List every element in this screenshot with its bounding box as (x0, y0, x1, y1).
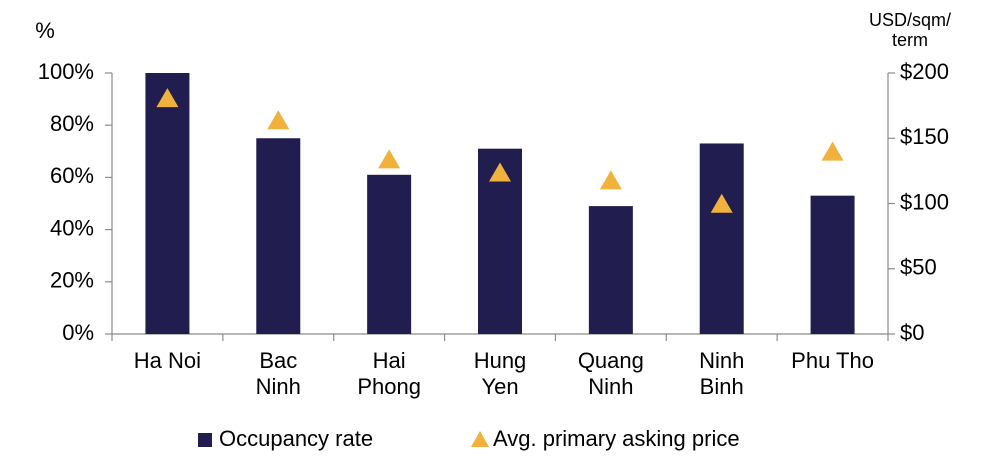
y-tick-label: 20% (50, 268, 94, 293)
y-axis-title: % (35, 18, 55, 43)
x-tick-label: Bac Ninh (255, 348, 301, 399)
triangle-marker (489, 162, 511, 182)
triangle-marker (821, 141, 844, 161)
triangle-marker (599, 170, 622, 190)
x-tick-label: Ninh Binh (699, 348, 745, 399)
bar (588, 206, 633, 334)
y-tick-label: 100% (38, 59, 94, 84)
y2-axis-title: USD/sqm/ term (868, 10, 951, 50)
legend-label: Occupancy rate (219, 426, 373, 451)
triangle-marker (710, 193, 733, 213)
x-tick-label: Ha Noi (133, 348, 202, 373)
legend-label: Avg. primary asking price (493, 426, 740, 451)
y-tick-label: 40% (50, 215, 94, 240)
y-tick-label: 0% (62, 320, 94, 345)
y2-tick-label: $100 (900, 189, 949, 214)
triangle-marker (156, 88, 179, 108)
triangle-marker (378, 149, 401, 169)
bar (367, 174, 412, 334)
y2-tick-label: $50 (900, 255, 937, 280)
x-tick-label: Hung Yen (473, 348, 527, 399)
x-tick-label: Phu Tho (791, 348, 874, 373)
bar (145, 73, 190, 334)
y-tick-label: 80% (50, 111, 94, 136)
bar (256, 138, 301, 334)
x-tick-label: Hai Phong (357, 348, 421, 399)
y2-tick-label: $0 (900, 320, 924, 345)
bar (810, 195, 855, 334)
y2-tick-label: $150 (900, 124, 949, 149)
legend-swatch (471, 431, 489, 447)
legend-swatch (198, 433, 212, 447)
bar (699, 143, 744, 334)
x-tick-label: Quang Ninh (577, 348, 644, 399)
y2-tick-label: $200 (900, 59, 949, 84)
y-tick-label: 60% (50, 163, 94, 188)
triangle-marker (267, 110, 290, 130)
